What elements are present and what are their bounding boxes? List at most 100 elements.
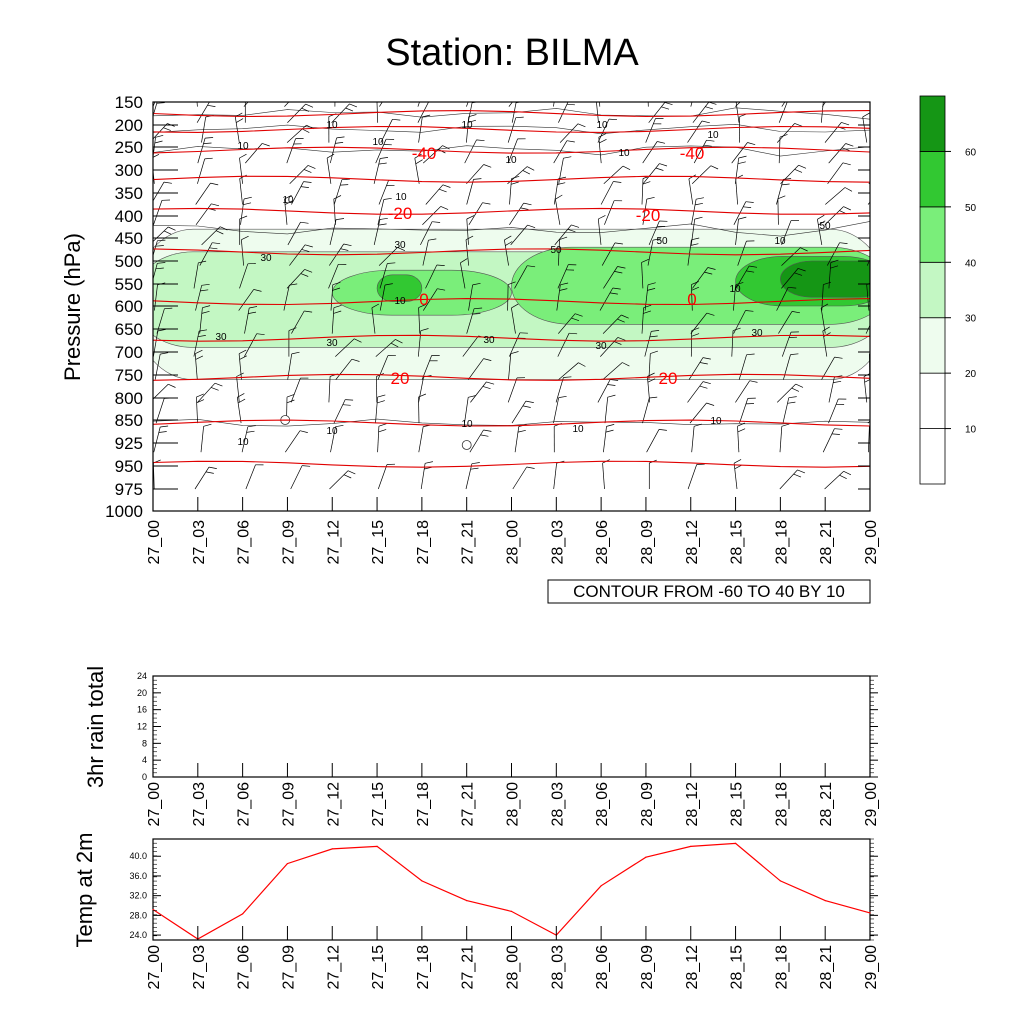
wind-barb-flag — [195, 355, 204, 360]
wind-barb-staff — [508, 353, 512, 380]
time-tick-label: 28_21 — [818, 520, 835, 565]
wind-barb-staff — [378, 247, 398, 266]
wind-barb-staff — [507, 284, 509, 311]
wind-barb-staff — [597, 118, 610, 143]
wind-barb-staff — [645, 118, 656, 143]
wind-barb-staff — [601, 242, 616, 266]
wind-barb-flag — [247, 425, 256, 428]
wind-barb-staff — [422, 206, 442, 226]
time-tick-label: 27_18 — [415, 945, 432, 990]
wind-barb-staff — [553, 102, 555, 107]
wind-barb-flag — [302, 88, 309, 91]
wind-barb-staff — [290, 465, 303, 490]
wind-barb-staff — [197, 138, 206, 164]
wind-barb-flag — [305, 244, 313, 248]
wind-barb-staff — [647, 102, 649, 107]
wind-barb-staff — [425, 264, 438, 289]
wind-barb-flag — [614, 271, 623, 274]
wind-barb-flag — [650, 350, 659, 354]
time-tick-label: 28_21 — [818, 945, 835, 990]
wind-barb-staff — [333, 179, 343, 205]
temperature-label: -20 — [388, 204, 413, 223]
wind-barb-staff — [239, 263, 249, 289]
wind-barb-flag — [559, 236, 568, 240]
wind-barb-flag — [517, 96, 525, 98]
wind-barb-flag — [598, 215, 606, 220]
wind-barb-flag — [336, 218, 345, 220]
wind-barb-flag — [746, 270, 755, 273]
wind-barb-staff — [194, 466, 210, 490]
time-tick-label: 27_03 — [191, 520, 208, 565]
wind-barb-flag — [201, 283, 210, 286]
wind-barb-staff — [554, 224, 572, 246]
wind-barb-staff — [241, 239, 244, 266]
wind-barb-flag — [163, 181, 172, 184]
wind-barb-flag — [842, 162, 851, 166]
wind-barb-staff — [196, 397, 198, 424]
pressure-tick-label: 1000 — [105, 502, 143, 521]
wind-barb-staff — [824, 122, 842, 143]
wind-barb-staff — [464, 397, 469, 424]
wind-barb-flag — [523, 202, 532, 206]
wind-barb-flag — [239, 355, 247, 360]
humidity-label: 10 — [237, 141, 249, 152]
wind-barb-flag — [428, 238, 437, 241]
wind-barb-flag — [833, 380, 842, 383]
wind-barb-staff — [596, 102, 599, 123]
wind-barb-flag — [609, 292, 618, 295]
wind-barb-flag — [643, 304, 652, 309]
wind-barb-staff — [153, 226, 169, 242]
wind-barb-staff — [375, 139, 387, 164]
wind-barb-flag — [239, 215, 248, 220]
wind-barb-staff — [824, 471, 844, 490]
wind-barb-flag — [239, 153, 247, 159]
wind-barb-flag — [749, 380, 758, 383]
wind-barb-flag — [517, 429, 526, 433]
pressure-tick-label: 300 — [115, 161, 143, 180]
wind-barb-flag — [830, 259, 839, 263]
time-tick-label: 27_18 — [415, 520, 432, 565]
y-tick-label: 8 — [142, 738, 147, 748]
pressure-tick-label: 200 — [115, 116, 143, 135]
wind-barb-staff — [687, 239, 692, 266]
wind-barb-staff — [244, 307, 250, 334]
time-tick-label: 27_00 — [146, 945, 163, 990]
wind-barb-flag — [415, 159, 423, 165]
wind-barb-staff — [511, 400, 527, 424]
wind-barb-staff — [777, 198, 779, 225]
wind-barb-staff — [335, 338, 355, 357]
wind-barb-flag — [691, 333, 700, 337]
wind-barb-flag — [204, 157, 213, 160]
humidity-region-50 — [376, 274, 423, 302]
wind-barb-flag — [643, 310, 652, 314]
wind-barb-flag — [738, 155, 747, 159]
time-tick-label: 28_18 — [773, 520, 790, 565]
y-tick-label: 36.0 — [129, 871, 147, 881]
wind-barb-flag — [837, 85, 845, 87]
temperature-label: 20 — [659, 369, 678, 388]
wind-barb-staff — [600, 181, 614, 205]
wind-barb-staff — [201, 226, 221, 246]
wind-barb-staff — [335, 358, 353, 380]
wind-barb-flag — [332, 287, 341, 291]
wind-barb-flag — [395, 339, 403, 344]
wind-barb-flag — [442, 184, 451, 188]
wind-barb-flag — [436, 264, 445, 266]
time-tick-label: 28_00 — [505, 782, 522, 827]
wind-barb-flag — [525, 86, 533, 88]
wind-barb-flag — [527, 265, 536, 268]
colorbar-box — [919, 317, 946, 374]
temperature-contour--60 — [153, 110, 870, 118]
wind-barb-flag — [617, 318, 625, 323]
wind-barb-flag — [482, 202, 491, 205]
wind-barb-flag — [695, 202, 703, 206]
wind-barb-flag — [878, 242, 886, 243]
wind-barb-flag — [874, 467, 882, 469]
wind-barb-flag — [195, 349, 203, 355]
humidity-label: 30 — [260, 253, 272, 264]
wind-barb-flag — [737, 428, 746, 433]
wind-barb-flag — [607, 394, 616, 398]
calm-wind-circle — [461, 440, 472, 450]
wind-barb-flag — [380, 157, 389, 159]
wind-barb-staff — [418, 426, 424, 453]
